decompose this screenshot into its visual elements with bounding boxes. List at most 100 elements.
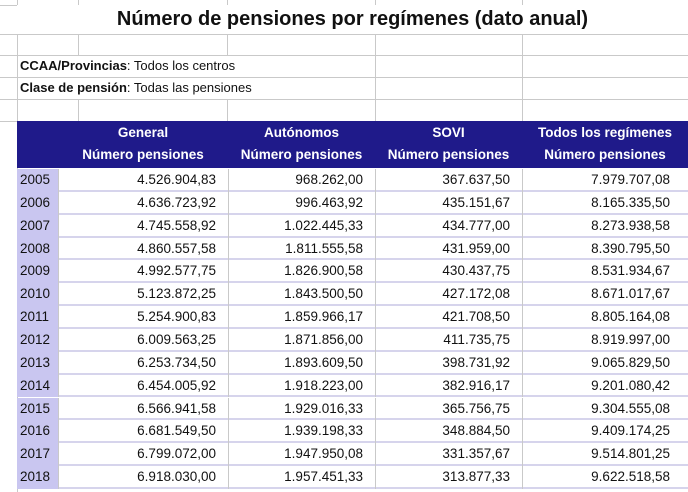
value-cell[interactable]: 1.826.900,58 [284,263,363,279]
value-cell[interactable]: 1.022.445,33 [284,217,363,233]
gridline [0,99,688,100]
gridline [58,306,59,329]
gridline [522,328,523,352]
row-divider [17,281,688,284]
row-divider [17,258,688,261]
value-cell[interactable]: 968.262,00 [295,172,363,187]
value-cell[interactable]: 4.636.723,92 [137,194,216,210]
value-cell[interactable]: 1.893.609,50 [284,354,363,370]
gridline [375,351,376,375]
row-divider [17,486,688,489]
table-row: 2007 4.745.558,92 1.022.445,33 434.777,00 8.… [17,214,688,238]
year-cell[interactable]: 2016 [17,420,58,444]
value-cell[interactable]: 398.731,92 [442,354,510,370]
year-cell[interactable]: 2011 [17,306,58,329]
gridline [375,0,376,121]
year-cell[interactable]: 2007 [17,214,58,238]
value-cell[interactable]: 6.918.030,00 [137,469,216,485]
gridline [375,169,376,192]
value-cell[interactable]: 382.916,17 [442,377,510,393]
value-cell[interactable]: 411.735,75 [443,331,510,347]
value-cell[interactable]: 7.979.707,08 [591,172,670,187]
value-cell[interactable]: 348.884,50 [442,423,510,439]
value-cell[interactable]: 4.992.577,75 [137,263,216,279]
value-cell[interactable]: 1.947.950,08 [284,446,363,462]
gridline [58,260,59,284]
value-cell[interactable]: 1.929.016,33 [284,400,363,416]
value-cell[interactable]: 8.919.997,00 [591,331,670,347]
year-cell[interactable]: 2017 [17,443,58,467]
row-divider [17,304,688,307]
value-cell[interactable]: 1.871.856,00 [284,331,363,347]
value-cell[interactable]: 996.463,92 [295,194,363,210]
value-cell[interactable]: 8.805.164,08 [591,309,670,325]
gridline [228,214,229,238]
gridline [228,191,229,215]
year-cell[interactable]: 2006 [17,191,58,215]
value-cell[interactable]: 430.437,75 [442,263,510,279]
value-cell[interactable]: 9.065.829,50 [591,354,670,370]
year-cell[interactable]: 2015 [17,397,58,421]
value-cell[interactable]: 6.566.941,58 [137,400,216,416]
value-cell[interactable]: 5.123.872,25 [137,286,216,302]
gridline [58,214,59,238]
value-cell[interactable]: 6.681.549,50 [137,423,216,439]
year-cell[interactable]: 2014 [17,374,58,398]
value-cell[interactable]: 8.671.017,67 [591,286,670,302]
year-cell[interactable]: 2012 [17,328,58,352]
gridline [58,351,59,375]
row-divider [17,235,688,238]
year-cell[interactable]: 2010 [17,283,58,307]
value-cell[interactable]: 1.843.500,50 [284,286,363,302]
value-cell[interactable]: 8.390.795,50 [591,240,670,256]
value-cell[interactable]: 6.009.563,25 [137,331,216,347]
value-cell[interactable]: 1.859.966,17 [284,309,363,325]
gridline [58,169,59,192]
filter-label: CCAA/Provincias [20,58,127,73]
value-cell[interactable]: 367.637,50 [442,172,510,187]
value-cell[interactable]: 9.514.801,25 [591,446,670,462]
value-cell[interactable]: 365.756,75 [442,400,510,416]
value-cell[interactable]: 331.357,67 [442,446,510,462]
gridline [78,0,79,5]
year-cell[interactable]: 2018 [17,466,58,489]
value-cell[interactable]: 421.708,50 [442,309,510,325]
gridline [58,420,59,444]
value-cell[interactable]: 8.531.934,67 [591,263,670,279]
gridline [228,260,229,284]
value-cell[interactable]: 1.957.451,33 [284,469,363,485]
value-cell[interactable]: 4.526.904,83 [137,172,216,187]
value-cell[interactable]: 9.304.555,08 [591,400,670,416]
value-cell[interactable]: 6.799.072,00 [137,446,216,462]
table-row: 2015 6.566.941,58 1.929.016,33 365.756,75 9.… [17,397,688,421]
year-cell[interactable]: 2005 [17,169,58,192]
value-cell[interactable]: 1.939.198,33 [284,423,363,439]
value-cell[interactable]: 6.454.005,92 [137,377,216,393]
value-cell[interactable]: 1.918.223,00 [284,377,363,393]
gridline [228,443,229,467]
year-cell[interactable]: 2008 [17,237,58,261]
value-cell[interactable]: 5.254.900,83 [137,309,216,325]
value-cell[interactable]: 8.165.335,50 [591,194,670,210]
table-row: 2005 4.526.904,83 968.262,00 367.637,50 7.97… [17,169,688,192]
value-cell[interactable]: 1.811.555,58 [285,240,363,256]
gridline [375,237,376,261]
value-cell[interactable]: 4.860.557,58 [137,240,216,256]
gridline [522,306,523,329]
value-cell[interactable]: 4.745.558,92 [137,217,216,233]
value-cell[interactable]: 6.253.734,50 [137,354,216,370]
value-cell[interactable]: 427.172,08 [442,286,510,302]
gridline [375,443,376,467]
year-cell[interactable]: 2013 [17,351,58,375]
value-cell[interactable]: 9.409.174,25 [591,423,670,439]
value-cell[interactable]: 313.877,33 [442,469,510,485]
value-cell[interactable]: 9.201.080,42 [591,377,670,393]
year-cell[interactable]: 2009 [17,260,58,284]
value-cell[interactable]: 435.151,67 [442,194,510,210]
value-cell[interactable]: 434.777,00 [442,217,510,233]
value-cell[interactable]: 9.622.518,58 [591,469,670,485]
value-cell[interactable]: 431.959,00 [442,240,510,256]
row-divider [17,189,688,192]
value-cell[interactable]: 8.273.938,58 [591,217,670,233]
gridline [522,260,523,284]
